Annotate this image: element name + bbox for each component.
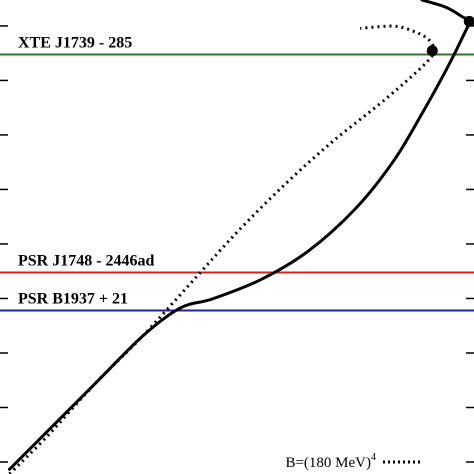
curves xyxy=(8,0,471,474)
reference-lines xyxy=(0,53,474,312)
reference-label-2: PSR B1937 + 21 xyxy=(18,290,128,307)
reference-label-1: PSR J1748 - 2446ad xyxy=(18,253,155,270)
series-dotted-curve xyxy=(8,24,436,474)
max-point-dotted xyxy=(426,45,438,57)
max-point-solid xyxy=(463,15,474,27)
legend: B=(180 MeV)4 xyxy=(285,452,420,471)
legend-entry-dotted: B=(180 MeV)4 xyxy=(285,452,376,471)
series-solid-curve xyxy=(8,0,471,471)
reference-labels: XTE J1739 - 285 PSR J1748 - 2446ad PSR B19… xyxy=(18,35,155,308)
max-markers xyxy=(426,15,474,57)
reference-label-0: XTE J1739 - 285 xyxy=(18,35,132,52)
axis-ticks xyxy=(0,25,474,463)
